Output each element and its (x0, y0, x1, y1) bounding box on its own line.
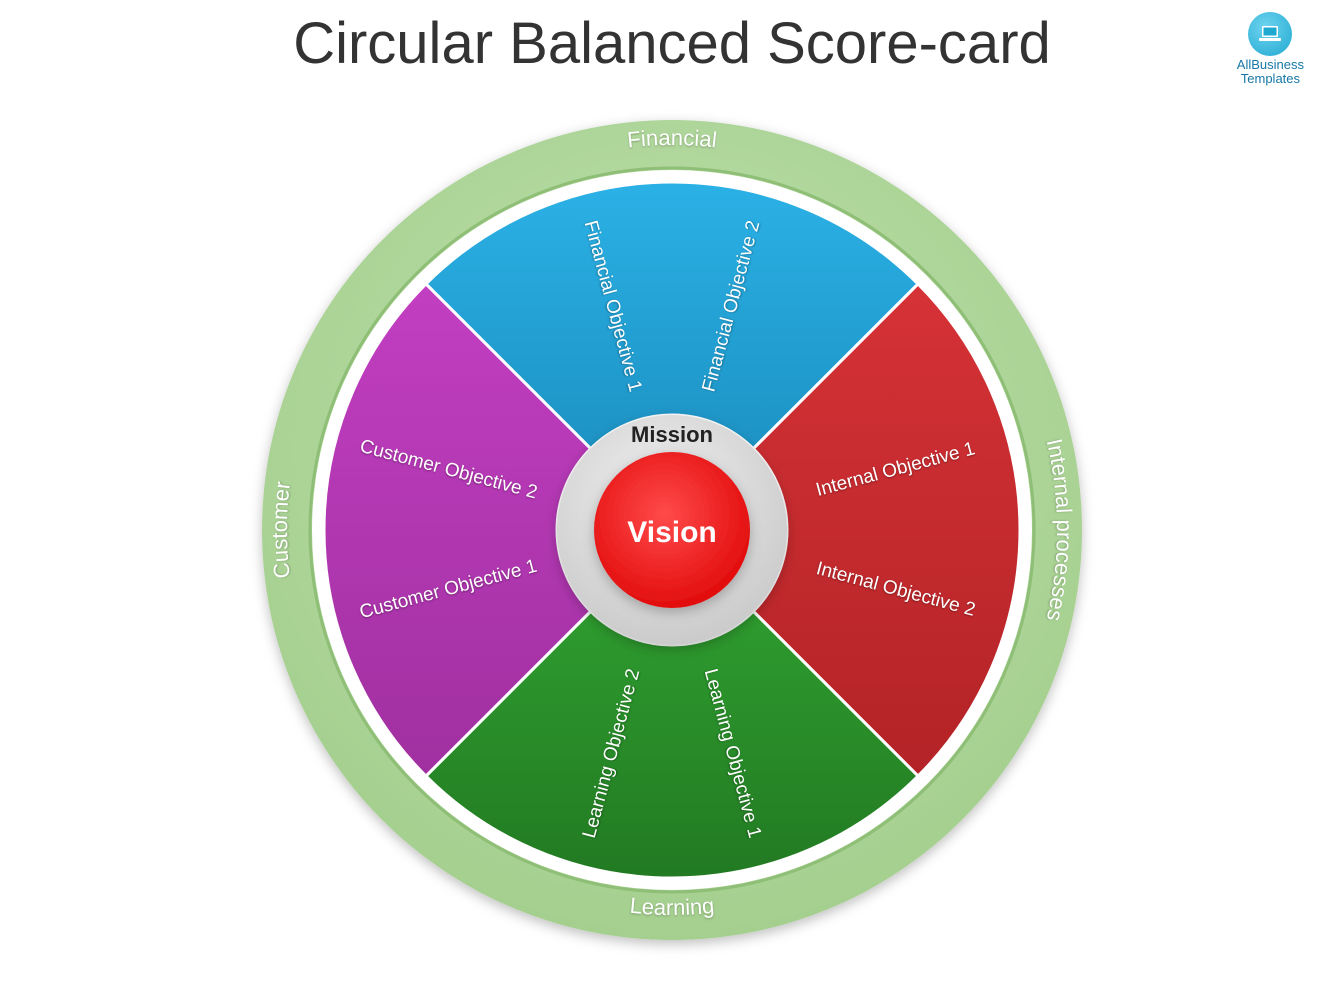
ring-label-customer: Customer (267, 480, 295, 580)
logo-text-line1: AllBusiness (1237, 58, 1304, 72)
scorecard-diagram: MissionVisionFinancialInternal processes… (242, 100, 1102, 960)
ring-label-learning: Learning (629, 893, 716, 920)
mission-label: Mission (631, 422, 713, 447)
vision-label: Vision (627, 516, 716, 549)
laptop-icon (1248, 12, 1292, 56)
logo-text-line2: Templates (1237, 72, 1304, 86)
page-title: Circular Balanced Score-card (0, 10, 1344, 77)
brand-logo: AllBusiness Templates (1237, 12, 1304, 87)
